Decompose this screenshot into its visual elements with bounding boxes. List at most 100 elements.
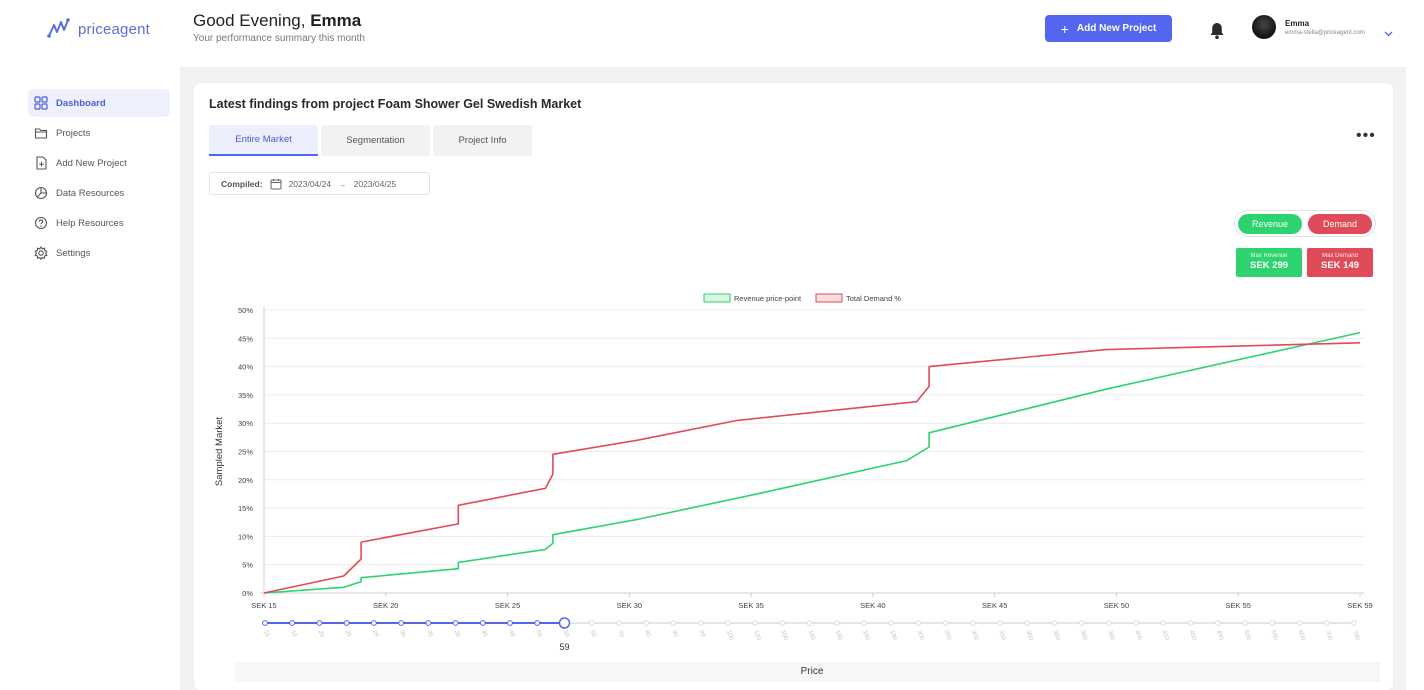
sidebar-item-dashboard[interactable]: Dashboard	[28, 89, 170, 117]
price-slider-dot[interactable]	[588, 620, 595, 626]
price-slider-dot[interactable]	[1051, 620, 1058, 626]
price-slider-dot[interactable]	[1242, 620, 1248, 626]
price-slider-dot[interactable]	[1269, 620, 1276, 626]
compiled-date-range[interactable]: Compiled: 2023/04/24 → 2023/04/25	[209, 172, 430, 195]
price-slider-tick-label: 500	[1242, 630, 1251, 642]
price-slider-dot[interactable]	[371, 620, 377, 626]
compiled-label: Compiled:	[221, 178, 263, 189]
price-slider-dot[interactable]	[997, 620, 1003, 626]
revenue-toggle-button[interactable]: Revenue	[1238, 214, 1302, 234]
tab-segmentation[interactable]: Segmentation	[321, 125, 430, 156]
price-slider-tick-label: 59	[562, 630, 570, 639]
user-avatar[interactable]	[1252, 15, 1276, 39]
price-slider-dot[interactable]	[1160, 620, 1167, 626]
add-new-project-button[interactable]: + Add New Project	[1045, 15, 1172, 42]
x-axis-label: Price	[801, 666, 824, 677]
price-slider-dot[interactable]	[942, 620, 949, 626]
y-tick-label: 35%	[238, 391, 253, 400]
sidebar-item-label: Add New Project	[56, 157, 127, 169]
price-slider-tick-label: 600	[1297, 630, 1306, 642]
date-from: 2023/04/24	[288, 178, 332, 189]
price-slider-tick-label: 200	[916, 630, 925, 642]
price-slider-dot[interactable]	[643, 620, 650, 626]
max-demand-label: Max Demand	[1322, 253, 1358, 259]
price-slider-dot[interactable]	[398, 620, 405, 626]
sidebar-item-projects[interactable]: Projects	[28, 119, 170, 147]
sidebar-item-add-new-project[interactable]: Add New Project	[28, 149, 170, 177]
price-slider-tick-label: 120	[752, 630, 761, 642]
max-revenue-badge: Max Revenue SEK 299	[1236, 248, 1302, 277]
greeting-subtitle: Your performance summary this month	[193, 33, 365, 44]
tabs: Entire Market Segmentation Project Info	[209, 125, 532, 156]
tab-project-info[interactable]: Project Info	[433, 125, 532, 156]
price-slider-tick-label: 39	[453, 630, 461, 639]
price-slider-dot[interactable]	[969, 620, 976, 626]
price-slider-tick-label: 560	[1269, 630, 1278, 642]
price-slider-dot[interactable]	[1024, 620, 1031, 626]
chevron-down-icon[interactable]	[1384, 24, 1393, 42]
price-slider-tick-label: 180	[834, 630, 843, 642]
price-slider-dot[interactable]	[1296, 620, 1303, 626]
sidebar-item-label: Data Resources	[56, 187, 125, 199]
price-slider-dot[interactable]	[1323, 620, 1330, 626]
price-slider-tick-label: 490	[1215, 630, 1224, 642]
price-slider-dot[interactable]	[1078, 620, 1085, 626]
price-slider-dot[interactable]	[806, 620, 813, 626]
price-slider-tick-label: 780	[1351, 630, 1360, 642]
price-slider-dot[interactable]	[479, 620, 486, 626]
price-slider-dot[interactable]	[752, 620, 758, 626]
price-slider-dot[interactable]	[452, 620, 459, 626]
price-slider-dot[interactable]	[343, 620, 350, 626]
price-slider-dot[interactable]	[289, 620, 296, 626]
user-name: Emma	[1285, 19, 1310, 28]
y-tick-label: 30%	[238, 419, 253, 428]
price-slider-dot[interactable]	[316, 620, 323, 626]
notifications-bell-icon[interactable]	[1209, 22, 1225, 45]
user-info[interactable]: Emma emma-stella@priceagent.com	[1285, 19, 1365, 36]
price-slider-dot[interactable]	[697, 620, 704, 626]
price-slider-dot[interactable]	[534, 620, 541, 626]
price-slider-dot[interactable]	[915, 620, 922, 626]
price-slider-handle[interactable]	[558, 617, 571, 629]
brand-logo[interactable]: priceagent	[46, 16, 150, 42]
series-line	[263, 331, 1361, 594]
price-slider-dot[interactable]	[1351, 620, 1357, 626]
x-tick-label: SEK 50	[1104, 601, 1129, 610]
price-slider-tick-label: 300	[970, 630, 979, 642]
price-slider-dot[interactable]	[670, 620, 677, 626]
price-slider-tick-label: 90	[670, 630, 678, 639]
price-slider-dot[interactable]	[1214, 620, 1221, 626]
price-slider-dot[interactable]	[616, 620, 622, 626]
price-slider-dot[interactable]	[425, 620, 432, 626]
x-tick-label: SEK 15	[251, 601, 276, 610]
arrow-right-icon: →	[338, 178, 347, 189]
price-slider-dot[interactable]	[1187, 620, 1194, 626]
price-slider-dot[interactable]	[833, 620, 840, 626]
help-icon	[34, 216, 48, 230]
price-slider-dot[interactable]	[861, 620, 867, 626]
sidebar-item-settings[interactable]: Settings	[28, 239, 170, 267]
max-revenue-label: Max Revenue	[1250, 253, 1288, 259]
price-slider-tick-label: 20	[317, 630, 325, 639]
card-title: Latest findings from project Foam Shower…	[209, 97, 582, 111]
sidebar-item-help-resources[interactable]: Help Resources	[28, 209, 170, 237]
user-email: emma-stella@priceagent.com	[1285, 30, 1365, 36]
price-slider-tick-label: 160	[807, 630, 816, 642]
price-slider-tick-label: 700	[1324, 630, 1333, 642]
price-slider-dot[interactable]	[1106, 620, 1112, 626]
price-slider-dot[interactable]	[1133, 620, 1140, 626]
price-slider-tick-label: 390	[1106, 630, 1115, 642]
price-slider-dot[interactable]	[888, 620, 895, 626]
price-slider-tick-label: 380	[1079, 630, 1088, 642]
more-options-icon[interactable]: •••	[1356, 127, 1376, 144]
price-slider-dot[interactable]	[779, 620, 786, 626]
price-slider-dot[interactable]	[262, 620, 268, 626]
demand-toggle-button[interactable]: Demand	[1308, 214, 1372, 234]
tab-entire-market[interactable]: Entire Market	[209, 125, 318, 156]
sidebar-item-data-resources[interactable]: Data Resources	[28, 179, 170, 207]
price-slider-dot[interactable]	[724, 620, 731, 626]
y-tick-label: 20%	[238, 476, 253, 485]
price-slider-dot[interactable]	[507, 620, 513, 626]
greeting-prefix: Good Evening,	[193, 11, 311, 30]
